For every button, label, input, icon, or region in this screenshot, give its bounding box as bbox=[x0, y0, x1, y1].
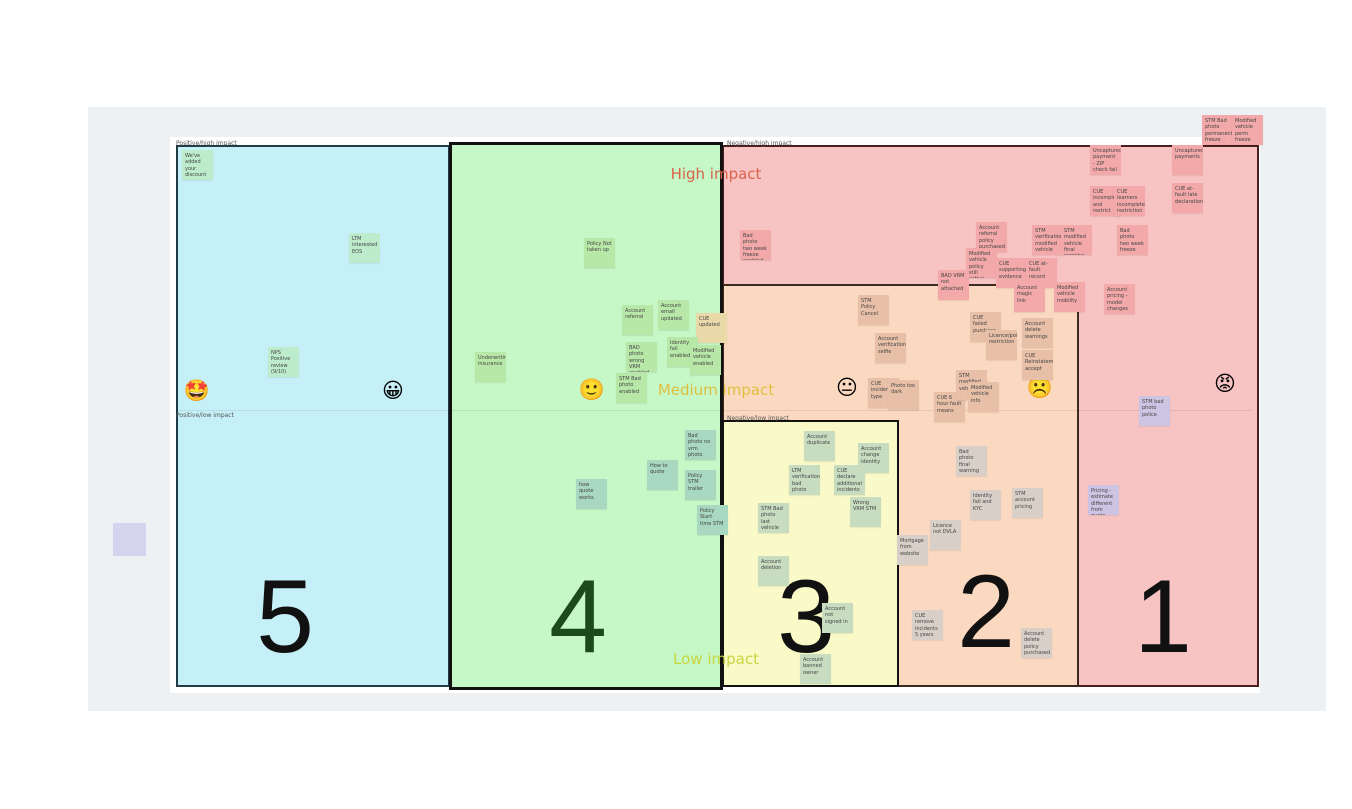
sticky-note: Wrong VRM STM bbox=[850, 497, 881, 527]
quadrant-label: Negative/low impact bbox=[727, 415, 789, 422]
sticky-note: STM Bad photo last vehicle bbox=[758, 503, 789, 533]
sticky-note: BAD VRM not attached bbox=[938, 270, 969, 300]
sticky-note: CUE at-fault late declaration bbox=[1172, 183, 1203, 213]
emoji: ☹️ bbox=[1026, 375, 1054, 400]
sticky-note: LTM interested EOS bbox=[349, 233, 380, 263]
sticky-note: Policy Start time STM bbox=[697, 505, 728, 535]
sticky-note: Modified vehicle mobility bbox=[1054, 282, 1085, 312]
sticky-note: Account referral policy purchased bbox=[976, 222, 1007, 252]
sticky-note: STM modified vehicle final warning bbox=[1061, 225, 1092, 255]
sticky-note: Account email updated bbox=[658, 300, 689, 330]
sticky-note: Photo too dark bbox=[888, 380, 919, 410]
quadrant-label: Positive/high impact bbox=[176, 140, 237, 147]
sticky-note: CUE updated bbox=[696, 313, 727, 343]
sticky-note: Pricing - estimate different from quote bbox=[1088, 485, 1119, 515]
sticky-note: Policy Not taken up bbox=[584, 238, 615, 268]
sticky-note: Account pricing - model changes bbox=[1104, 284, 1135, 314]
sticky-note: STM Bad photo enabled bbox=[616, 373, 647, 403]
sticky-note: Modified vehicle policy still active bbox=[966, 248, 997, 278]
sticky-note: Bad photo two week freeze bbox=[1117, 225, 1148, 255]
sticky-note: BAD photo wrong VRM enabled bbox=[626, 342, 657, 372]
emoji: 😡 bbox=[1214, 371, 1236, 396]
zone-4 bbox=[449, 142, 723, 690]
zone-number: 2 bbox=[957, 554, 1015, 670]
impact-label: Low impact bbox=[673, 650, 759, 668]
sticky-note: Policy STM trailer bbox=[685, 470, 716, 500]
zone-5 bbox=[176, 145, 450, 687]
zone-number: 1 bbox=[1134, 559, 1192, 675]
emoji: 🤩 bbox=[183, 378, 211, 403]
emoji: 🙂 bbox=[578, 377, 606, 402]
quadrant-label: Positive/low impact bbox=[176, 412, 234, 419]
emoji: 😀 bbox=[382, 378, 404, 403]
sticky-note: CUE Reinstatement accept bbox=[1022, 350, 1053, 380]
sticky-note: NPS Positive review (9/10) bbox=[268, 347, 299, 377]
sticky-note: CUE remove incidents 5 years bbox=[912, 610, 943, 640]
sticky-note: STM bad photo police bbox=[1139, 396, 1170, 426]
sticky-note: Modified vehicle enabled bbox=[690, 345, 721, 375]
sticky-note: CUE declare additional incidents bbox=[834, 465, 865, 495]
sticky-note: Account deletion bbox=[758, 556, 789, 586]
sticky-note: how quote works bbox=[576, 479, 607, 509]
sticky-note: How to quote bbox=[647, 460, 678, 490]
sticky-note: Uncaptured payment - ZIP check fail bbox=[1090, 145, 1121, 175]
sticky-note: Account duplicate bbox=[804, 431, 835, 461]
sticky-note: STM account pricing bbox=[1012, 488, 1043, 518]
sticky-note: STM Bad photo permanent freeze bbox=[1202, 115, 1233, 145]
sticky-note: Modified vehicle info bbox=[968, 382, 999, 412]
sticky-note: Licence/points restriction bbox=[986, 330, 1017, 360]
shape bbox=[113, 523, 146, 556]
sticky-note: Account referral bbox=[622, 305, 653, 335]
sticky-note: Bad photo no vrm photo bbox=[685, 430, 716, 460]
sticky-note: Bad photo final warning bbox=[956, 446, 987, 476]
zone-number: 4 bbox=[549, 559, 607, 675]
quadrant-label: Negative/high impact bbox=[727, 140, 792, 147]
sticky-note: Bad photo two week freeze enabled bbox=[740, 230, 771, 260]
sticky-note: STM Policy Cancel bbox=[858, 295, 889, 325]
sticky-note: Account banned owner bbox=[800, 654, 831, 684]
center-line bbox=[176, 410, 1252, 411]
sticky-note: Identity fail and KYC bbox=[970, 490, 1001, 520]
sticky-note: Account delete warnings bbox=[1022, 318, 1053, 348]
impact-label: Medium impact bbox=[657, 381, 775, 399]
sticky-note: Mortgage from website bbox=[897, 535, 928, 565]
sticky-note: Account magic link bbox=[1014, 282, 1045, 312]
sticky-note: Underwriting insurance bbox=[475, 352, 506, 382]
sticky-note: Modified vehicle perm freeze bbox=[1232, 115, 1263, 145]
impact-label: High impact bbox=[670, 165, 762, 183]
zone-number: 5 bbox=[256, 559, 314, 675]
sticky-note: Uncaptured payments bbox=[1172, 145, 1203, 175]
sticky-note: STM verification modified vehicle bbox=[1032, 225, 1063, 255]
sticky-note: CUE learners incomplete restriction bbox=[1114, 186, 1145, 216]
sticky-note: LTM verification bad photo bbox=[789, 465, 820, 495]
sticky-note: Account not signed in bbox=[822, 603, 853, 633]
sticky-note: Licence not DVLA bbox=[930, 520, 961, 550]
sticky-note: We've added your discount bbox=[182, 150, 213, 180]
sticky-note: Account verification selfie bbox=[875, 333, 906, 363]
sticky-note: Account delete policy purchased bbox=[1021, 628, 1052, 658]
emoji: 😐 bbox=[836, 375, 858, 400]
